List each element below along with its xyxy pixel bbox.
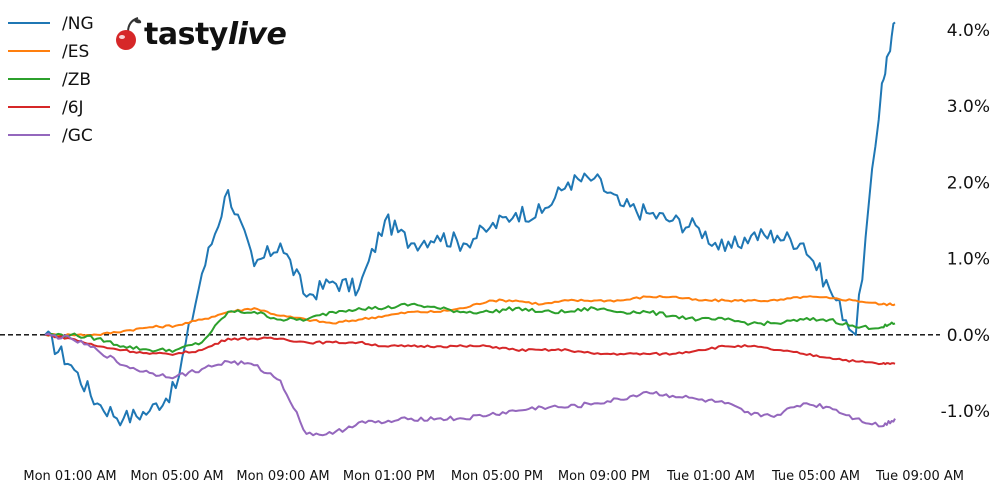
x-tick-label: Mon 05:00 AM [130,469,223,484]
x-axis: Mon 01:00 AM Mon 05:00 AM Mon 09:00 AM Mon … [23,469,964,484]
x-tick-label: Tue 01:00 AM [666,469,755,484]
y-tick-label: 1.0% [947,250,990,270]
x-tick-label: Mon 01:00 PM [343,469,435,484]
x-tick-label: Tue 05:00 AM [771,469,860,484]
y-tick-label: -1.0% [941,402,990,422]
series-line-zb [44,302,896,353]
x-tick-label: Mon 05:00 PM [451,469,543,484]
cherry-icon [116,17,142,50]
y-tick-label: 2.0% [947,173,990,193]
series-line-6j [44,333,896,366]
series-line-es [44,295,896,337]
brand-logo: tastylive [112,12,287,56]
legend-label: /NG [62,14,94,34]
x-tick-label: Mon 09:00 AM [236,469,329,484]
chart-legend: /NG/ES/ZB/6J/GC [8,14,94,146]
y-tick-label: 0.0% [947,326,990,346]
brand-name-italic: live [227,16,287,52]
brand-name-plain: tasty [144,16,228,52]
legend-label: /ZB [62,70,91,90]
series-line-ng [44,21,896,427]
x-tick-label: Mon 01:00 AM [23,469,116,484]
legend-label: /6J [62,98,84,118]
y-tick-label: 4.0% [947,21,990,41]
series-line-gc [44,332,896,437]
legend-label: /GC [62,126,93,146]
y-axis: 4.0% 3.0% 2.0% 1.0% 0.0% -1.0% [941,21,990,422]
x-tick-label: Mon 09:00 PM [558,469,650,484]
x-tick-label: Tue 09:00 AM [875,469,964,484]
y-tick-label: 3.0% [947,97,990,117]
legend-label: /ES [62,42,89,62]
brand-wordmark: tastylive [144,16,287,52]
chart-series-group [44,21,896,437]
